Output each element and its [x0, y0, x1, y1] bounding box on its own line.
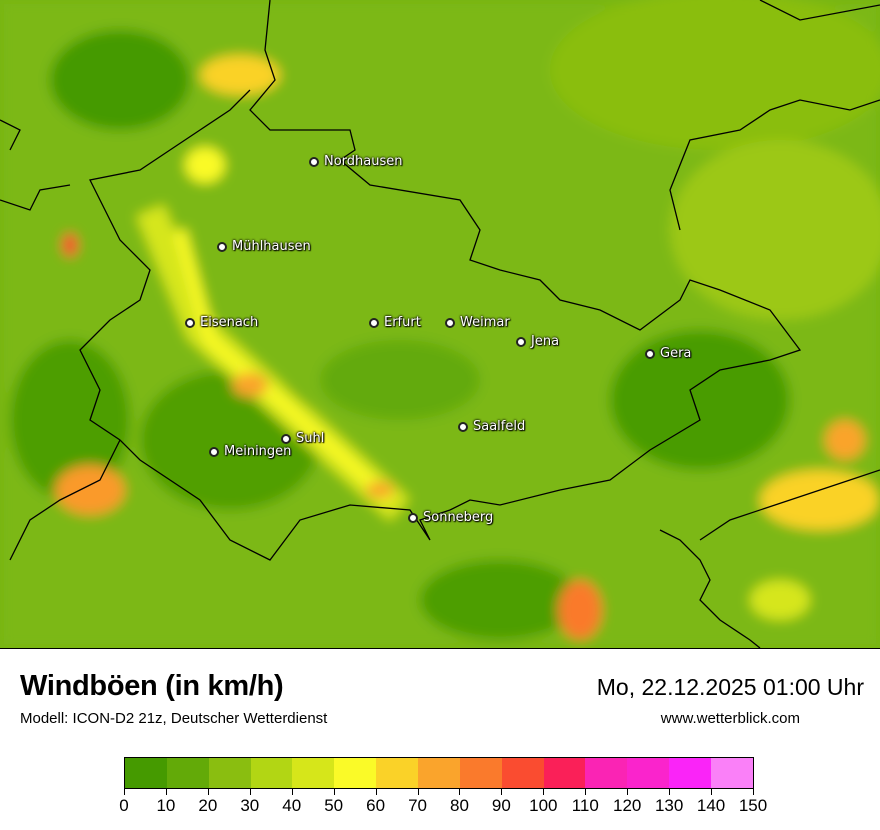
- legend-tick: [459, 789, 461, 795]
- city-suhl: Suhl: [281, 431, 324, 446]
- map-title: Windböen (in km/h): [20, 670, 284, 702]
- city-label: Eisenach: [200, 315, 259, 330]
- city-weimar: Weimar: [445, 315, 510, 330]
- legend-swatch: [501, 758, 544, 788]
- city-marker-icon: [281, 433, 291, 444]
- forecast-datetime: Mo, 22.12.2025 01:00 Uhr: [596, 674, 864, 700]
- legend-tick: [375, 789, 377, 795]
- legend-tick-label: 130: [654, 796, 684, 815]
- legend-tick-label: 0: [119, 796, 129, 815]
- city-label: Mühlhausen: [232, 239, 311, 254]
- legend-tick: [543, 789, 545, 795]
- legend-swatch: [543, 758, 586, 788]
- legend-tick-label: 90: [491, 796, 511, 815]
- legend-swatch: [585, 758, 628, 788]
- legend-tick-label: 120: [613, 796, 642, 815]
- city-marker-icon: [458, 421, 468, 432]
- city-marker-icon: [309, 156, 319, 167]
- legend-swatch: [208, 758, 251, 788]
- city-jena: Jena: [516, 334, 559, 349]
- legend-tick: [207, 789, 209, 795]
- legend-tick-label: 20: [198, 796, 218, 815]
- city-marker-icon: [445, 317, 455, 328]
- legend-tick: [753, 789, 754, 795]
- legend-tick: [124, 789, 125, 795]
- legend-swatch: [166, 758, 209, 788]
- legend-tick-label: 110: [571, 796, 599, 815]
- legend-tick-label: 40: [282, 796, 302, 815]
- legend-tick-label: 10: [156, 796, 176, 815]
- model-source: Modell: ICON-D2 21z, Deutscher Wetterdie…: [20, 710, 328, 727]
- legend-swatch: [250, 758, 293, 788]
- legend-swatch: [627, 758, 670, 788]
- wind-field: [0, 0, 880, 648]
- legend-swatch: [459, 758, 502, 788]
- legend-tick: [627, 789, 629, 795]
- city-marker-icon: [217, 241, 227, 252]
- legend-tick: [669, 789, 671, 795]
- city-label: Weimar: [460, 315, 510, 330]
- city-sonneberg: Sonneberg: [408, 510, 493, 525]
- city-label: Gera: [660, 346, 692, 361]
- legend-tick: [165, 789, 167, 795]
- legend-swatch: [418, 758, 460, 788]
- website-label: www.wetterblick.com: [660, 710, 800, 727]
- city-marker-icon: [516, 336, 526, 347]
- city-marker-icon: [369, 317, 379, 328]
- city-muehlhausen: Mühlhausen: [217, 239, 311, 254]
- legend-tick: [417, 789, 419, 795]
- city-label: Suhl: [296, 431, 325, 446]
- color-legend: [124, 757, 754, 789]
- city-label: Erfurt: [384, 315, 421, 330]
- legend-swatch: [334, 758, 377, 788]
- legend-tick-label: 150: [738, 796, 768, 815]
- city-marker-icon: [408, 512, 418, 523]
- legend-swatch: [376, 758, 419, 788]
- legend-tick-label: 60: [366, 796, 386, 815]
- city-label: Nordhausen: [324, 154, 403, 169]
- city-label: Saalfeld: [473, 419, 526, 434]
- legend-tick: [249, 789, 251, 795]
- city-marker-icon: [209, 446, 219, 457]
- legend-tick: [501, 789, 503, 795]
- city-label: Sonneberg: [423, 510, 494, 525]
- city-meiningen: Meiningen: [209, 444, 291, 459]
- city-gera: Gera: [645, 346, 691, 361]
- legend-tick-label: 80: [449, 796, 469, 815]
- city-eisenach: Eisenach: [185, 315, 258, 330]
- state-borders: [0, 0, 880, 648]
- legend-swatch: [292, 758, 335, 788]
- legend-swatch: [125, 758, 167, 788]
- legend-tick-label: 140: [696, 796, 726, 815]
- city-marker-icon: [185, 317, 195, 328]
- wind-gust-map: Nordhausen Mühlhausen Eisenach Erfurt We…: [0, 0, 880, 649]
- legend-swatch: [711, 758, 753, 788]
- legend-tick-label: 30: [240, 796, 260, 815]
- city-marker-icon: [645, 348, 655, 359]
- city-saalfeld: Saalfeld: [458, 419, 525, 434]
- legend-tick-label: 50: [324, 796, 344, 815]
- city-erfurt: Erfurt: [369, 315, 421, 330]
- legend-swatch: [669, 758, 712, 788]
- legend-tick-label: 100: [529, 796, 558, 815]
- legend-tick: [333, 789, 335, 795]
- city-label: Meiningen: [224, 444, 292, 459]
- legend-tick-label: 70: [408, 796, 427, 815]
- legend-tick: [291, 789, 293, 795]
- legend-tick: [585, 789, 587, 795]
- legend-tick: [711, 789, 713, 795]
- city-nordhausen: Nordhausen: [309, 154, 403, 169]
- city-label: Jena: [531, 334, 560, 349]
- legend-ticks: 0 10 20 30 40 50 60 70 80 90 100 110 120 130 140 150: [119, 789, 767, 819]
